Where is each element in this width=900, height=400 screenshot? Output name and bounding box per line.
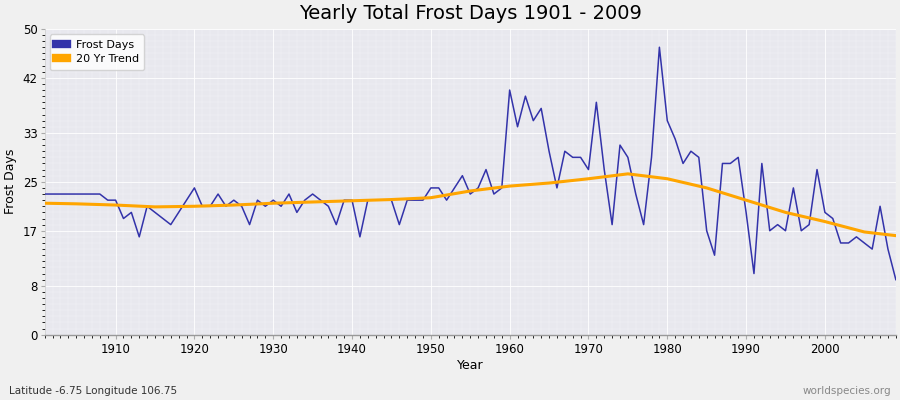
20 Yr Trend — [386, 197, 397, 202]
X-axis label: Year: Year — [457, 359, 483, 372]
20 Yr Trend — [268, 201, 279, 206]
20 Yr Trend — [583, 176, 594, 181]
20 Yr Trend — [307, 200, 318, 204]
Frost Days — [103, 198, 113, 202]
Frost Days — [40, 192, 50, 196]
20 Yr Trend — [504, 184, 515, 188]
Frost Days — [323, 204, 334, 209]
20 Yr Trend — [71, 202, 82, 206]
Frost Days — [598, 167, 609, 172]
20 Yr Trend — [544, 181, 554, 186]
20 Yr Trend — [890, 233, 900, 238]
Frost Days — [275, 204, 286, 209]
20 Yr Trend — [820, 219, 831, 224]
20 Yr Trend — [780, 210, 791, 215]
Frost Days — [890, 277, 900, 282]
Line: Frost Days: Frost Days — [45, 47, 896, 280]
20 Yr Trend — [346, 198, 357, 203]
Y-axis label: Frost Days: Frost Days — [4, 149, 17, 214]
20 Yr Trend — [189, 204, 200, 209]
Text: worldspecies.org: worldspecies.org — [803, 386, 891, 396]
20 Yr Trend — [229, 203, 239, 208]
Title: Yearly Total Frost Days 1901 - 2009: Yearly Total Frost Days 1901 - 2009 — [299, 4, 642, 23]
Frost Days — [654, 45, 665, 50]
Legend: Frost Days, 20 Yr Trend: Frost Days, 20 Yr Trend — [50, 34, 145, 70]
20 Yr Trend — [110, 203, 121, 208]
Frost Days — [504, 88, 515, 92]
20 Yr Trend — [741, 198, 751, 202]
20 Yr Trend — [662, 176, 672, 181]
20 Yr Trend — [623, 172, 634, 176]
Frost Days — [497, 186, 508, 190]
Line: 20 Yr Trend: 20 Yr Trend — [45, 174, 896, 236]
20 Yr Trend — [426, 195, 436, 200]
20 Yr Trend — [464, 188, 475, 193]
20 Yr Trend — [859, 230, 869, 234]
Text: Latitude -6.75 Longitude 106.75: Latitude -6.75 Longitude 106.75 — [9, 386, 177, 396]
20 Yr Trend — [40, 201, 50, 206]
20 Yr Trend — [701, 186, 712, 190]
20 Yr Trend — [149, 204, 160, 209]
